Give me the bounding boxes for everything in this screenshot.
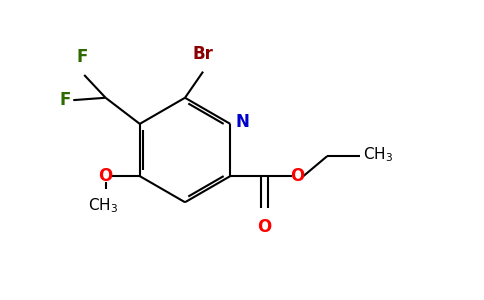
Text: Br: Br: [193, 45, 213, 63]
Text: CH$_3$: CH$_3$: [88, 196, 118, 215]
Text: O: O: [98, 167, 113, 185]
Text: O: O: [290, 167, 305, 185]
Text: CH$_3$: CH$_3$: [363, 146, 393, 164]
Text: F: F: [59, 91, 70, 109]
Text: O: O: [257, 218, 272, 236]
Text: N: N: [236, 112, 250, 130]
Text: F: F: [76, 48, 88, 66]
